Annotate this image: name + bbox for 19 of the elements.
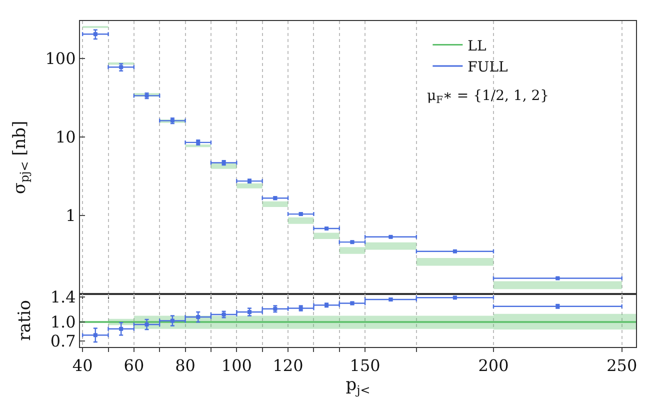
x-tick-label: 60 (124, 356, 144, 376)
y-tick-label: 1.0 (50, 312, 76, 332)
x-tick-label: 100 (221, 356, 252, 376)
y-tick-label: 1 (66, 206, 76, 225)
y-axis-title: ratio (14, 300, 35, 341)
x-tick-label: 250 (606, 356, 638, 376)
x-tick-label: 200 (478, 356, 509, 376)
y-tick-label: 10 (55, 128, 76, 147)
y-tick-label: 1.4 (50, 288, 76, 307)
x-axis-title: p$_{j<}$ (346, 375, 370, 397)
x-tick-label: 40 (72, 356, 93, 376)
legend-label: FULL (468, 59, 508, 76)
x-tick-label: 120 (272, 356, 304, 376)
x-tick-label: 150 (350, 356, 380, 376)
y-tick-label: 100 (45, 49, 76, 68)
annotation: μ$_{F}$∗ = {1/2, 1, 2} (427, 88, 550, 106)
x-tick-label: 80 (175, 356, 196, 376)
legend-label: LL (468, 38, 486, 54)
y-tick-label: 0.7 (50, 331, 76, 350)
